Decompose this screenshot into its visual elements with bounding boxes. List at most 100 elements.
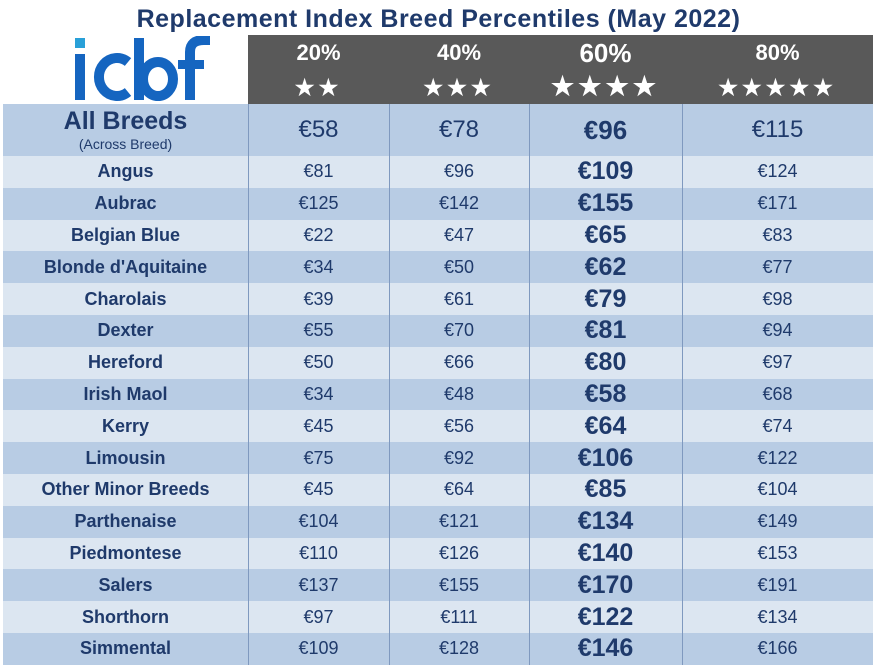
column-divider <box>248 104 249 665</box>
value-cell-40pct: €155 <box>389 569 529 601</box>
value-cell-60pct: €122 <box>529 601 682 633</box>
value-cell-60pct: €146 <box>529 633 682 665</box>
index-value: €47 <box>443 224 475 245</box>
index-value: €146 <box>577 634 634 663</box>
index-value: €126 <box>438 542 480 563</box>
column-header-60pct: 60% ★★★★ <box>529 35 682 104</box>
value-cell-20pct: €110 <box>248 538 389 570</box>
breed-name: Salers <box>98 574 153 595</box>
value-cell-20pct: €104 <box>248 506 389 538</box>
index-value: €81 <box>303 161 334 182</box>
value-cell-40pct: €96 <box>389 156 529 188</box>
index-value: €50 <box>443 256 475 277</box>
breed-name: Aubrac <box>94 193 157 214</box>
value-cell-80pct: €122 <box>682 442 873 474</box>
breed-name-cell: Parthenaise <box>3 506 248 538</box>
index-value: €171 <box>757 193 798 214</box>
index-value: €140 <box>577 538 634 567</box>
breed-name-cell: Limousin <box>3 442 248 474</box>
index-value: €111 <box>440 606 478 627</box>
index-value: €137 <box>298 574 339 595</box>
index-value: €65 <box>584 220 627 249</box>
index-value: €58 <box>298 116 339 143</box>
value-cell-20pct: €55 <box>248 315 389 347</box>
index-value: €85 <box>584 475 627 504</box>
value-cell-20pct: €22 <box>248 220 389 252</box>
header-band <box>248 35 873 104</box>
table-row <box>3 569 873 602</box>
index-value: €97 <box>762 352 793 373</box>
value-cell-40pct: €66 <box>389 347 529 379</box>
index-value: €170 <box>577 570 634 599</box>
index-value: €109 <box>298 638 339 659</box>
value-cell-20pct: €137 <box>248 569 389 601</box>
index-value: €104 <box>298 511 339 532</box>
value-cell-40pct: €128 <box>389 633 529 665</box>
index-value: €80 <box>584 348 627 377</box>
index-value: €92 <box>443 447 475 468</box>
index-value: €153 <box>757 542 798 563</box>
index-value: €48 <box>443 383 475 404</box>
index-value: €104 <box>757 479 798 500</box>
breed-name-cell: Irish Maol <box>3 379 248 411</box>
value-cell-60pct: €96 <box>529 104 682 156</box>
index-value: €83 <box>762 224 793 245</box>
index-value: €75 <box>303 447 334 468</box>
value-cell-60pct: €85 <box>529 474 682 506</box>
value-cell-80pct: €77 <box>682 251 873 283</box>
breed-name: Shorthorn <box>82 606 169 627</box>
index-value: €166 <box>757 638 798 659</box>
index-value: €134 <box>577 507 634 536</box>
index-value: €109 <box>577 157 634 186</box>
column-percentile-label: 80% <box>755 40 800 65</box>
breed-name-cell: Aubrac <box>3 188 248 220</box>
breed-name: Angus <box>97 161 154 182</box>
index-value: €115 <box>751 116 804 143</box>
column-percentile-label: 40% <box>436 40 482 65</box>
value-cell-60pct: €64 <box>529 410 682 442</box>
table-row <box>3 156 873 188</box>
index-value: €134 <box>757 606 798 627</box>
column-divider <box>682 104 683 665</box>
index-value: €22 <box>303 224 334 245</box>
breed-name: Simmental <box>79 638 172 659</box>
value-cell-60pct: €140 <box>529 538 682 570</box>
value-cell-40pct: €64 <box>389 474 529 506</box>
value-cell-80pct: €149 <box>682 506 873 538</box>
breed-name: Irish Maol <box>83 383 168 404</box>
value-cell-20pct: €97 <box>248 601 389 633</box>
breed-name-cell: Salers <box>3 569 248 601</box>
index-value: €56 <box>443 415 475 436</box>
value-cell-80pct: €171 <box>682 188 873 220</box>
value-cell-60pct: €81 <box>529 315 682 347</box>
index-value: €106 <box>577 443 634 472</box>
value-cell-40pct: €142 <box>389 188 529 220</box>
star-rating-icon: ★★★★★ <box>718 75 837 100</box>
value-cell-20pct: €125 <box>248 188 389 220</box>
index-value: €45 <box>303 415 334 436</box>
index-value: €45 <box>303 479 334 500</box>
value-cell-60pct: €106 <box>529 442 682 474</box>
icbf-logo <box>20 35 245 104</box>
value-cell-40pct: €48 <box>389 379 529 411</box>
index-value: €55 <box>303 320 334 341</box>
breed-name-cell: Dexter <box>3 315 248 347</box>
breed-name-cell: Kerry <box>3 410 248 442</box>
index-value: €79 <box>584 284 627 313</box>
index-value: €77 <box>762 256 793 277</box>
index-value: €96 <box>583 114 628 145</box>
value-cell-40pct: €70 <box>389 315 529 347</box>
value-cell-80pct: €153 <box>682 538 873 570</box>
value-cell-60pct: €65 <box>529 220 682 252</box>
value-cell-20pct: €81 <box>248 156 389 188</box>
index-value: €96 <box>443 161 475 182</box>
index-value: €64 <box>584 411 627 440</box>
index-value: €122 <box>577 602 634 631</box>
table-row <box>3 442 873 474</box>
index-value: €124 <box>757 161 798 182</box>
table-row <box>3 410 873 443</box>
index-value: €58 <box>584 379 627 408</box>
column-percentile-label: 20% <box>296 40 341 65</box>
table-row <box>3 346 873 379</box>
value-cell-40pct: €121 <box>389 506 529 538</box>
